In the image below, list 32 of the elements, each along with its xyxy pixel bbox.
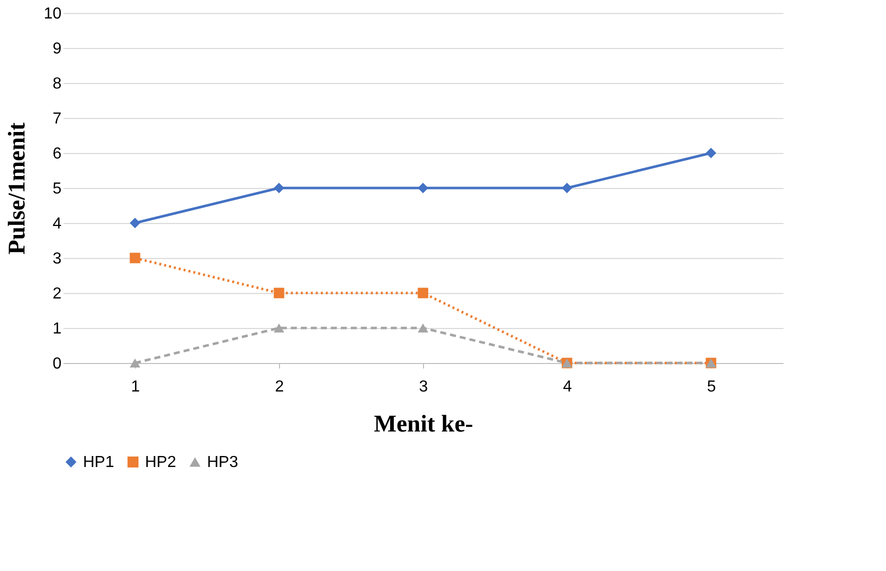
y-tick-label: 0 <box>52 356 62 372</box>
y-tick-label: 3 <box>52 250 62 268</box>
y-tick-label: 8 <box>52 76 62 92</box>
x-axis-title: Menit ke- <box>374 412 474 438</box>
y-tick-label: 1 <box>52 320 62 338</box>
y-tick-label: 9 <box>52 40 62 58</box>
legend-label: HP2 <box>145 454 176 471</box>
point <box>418 288 428 298</box>
x-tick-label: 5 <box>707 378 716 396</box>
y-axis-title: Pulse/1menit <box>4 122 31 254</box>
y-tick-label: 2 <box>52 286 62 302</box>
point <box>274 288 284 298</box>
legend-label: HP1 <box>83 454 114 471</box>
legend-label: HP3 <box>207 454 238 471</box>
point <box>130 252 140 264</box>
x-tick-label: 1 <box>131 378 140 396</box>
point <box>418 182 428 194</box>
x-tick-label: 4 <box>563 378 572 396</box>
point <box>418 323 428 333</box>
y-tick-label: 4 <box>52 216 62 232</box>
x-tick-label: 2 <box>275 378 284 396</box>
y-tick-label: 7 <box>52 110 62 128</box>
point <box>274 323 284 333</box>
x-tick-label: 3 <box>419 378 428 396</box>
point <box>562 182 572 194</box>
y-tick-label: 10 <box>44 6 62 22</box>
point <box>706 148 716 158</box>
point <box>130 218 140 228</box>
point <box>274 182 284 194</box>
point <box>130 358 140 368</box>
y-tick-label: 6 <box>52 146 62 162</box>
y-tick-label: 5 <box>52 180 62 198</box>
